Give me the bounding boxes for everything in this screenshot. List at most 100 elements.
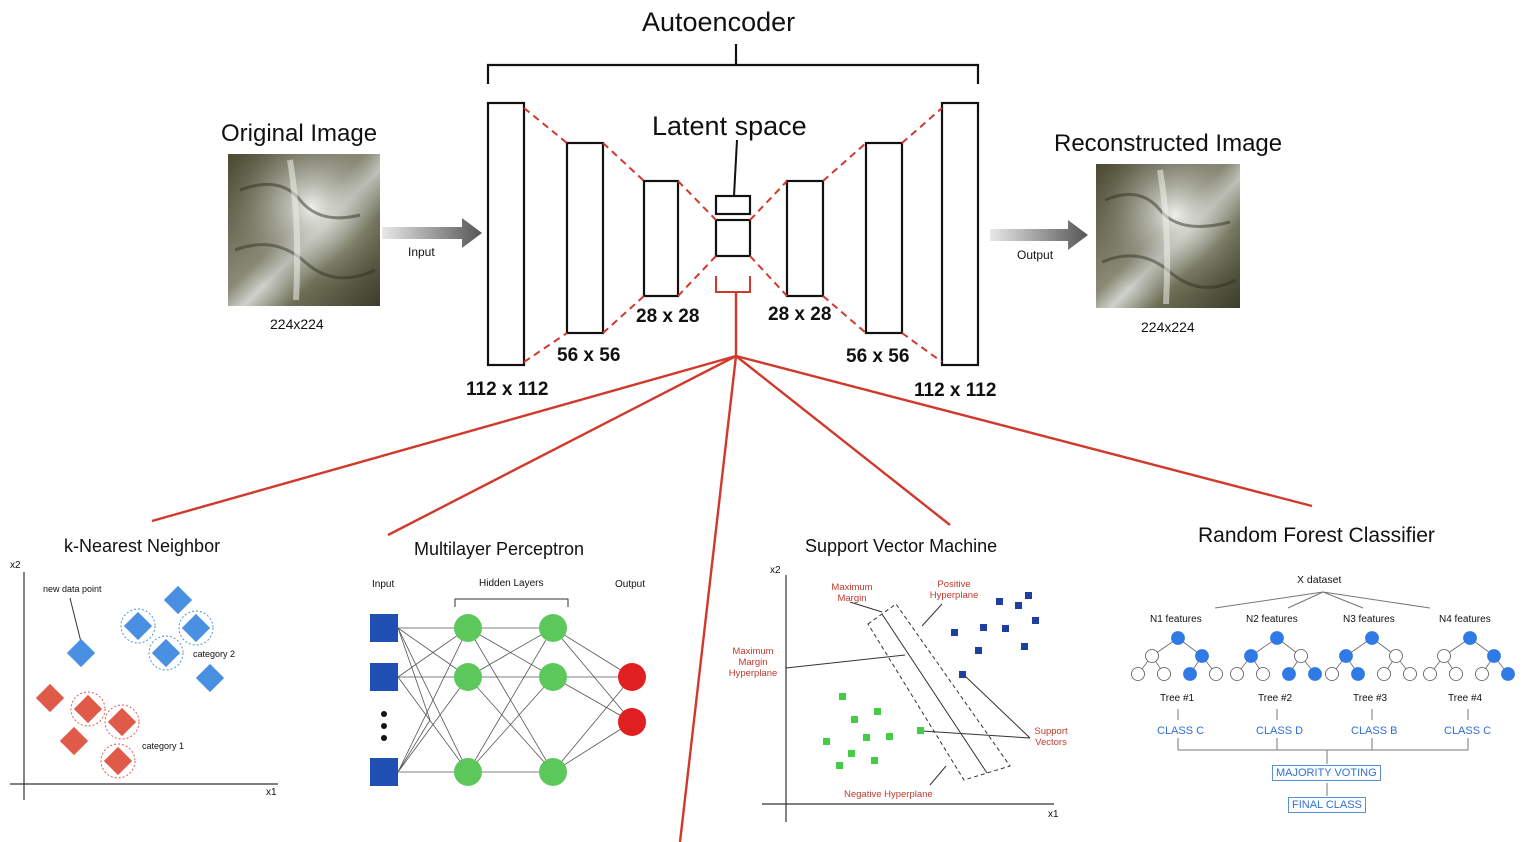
original-image	[228, 154, 380, 306]
rf-tree-node	[1195, 649, 1209, 663]
knn-blue-point	[123, 611, 153, 641]
rf-majority-voting: MAJORITY VOTING	[1272, 765, 1381, 781]
rf-title: Random Forest Classifier	[1198, 524, 1435, 547]
mlp-title: Multilayer Perceptron	[414, 539, 585, 559]
svm-title: Support Vector Machine	[805, 536, 998, 556]
knn-new-point-label: new data point	[43, 584, 102, 594]
rf-tree-node	[1270, 631, 1284, 645]
mlp-output-node	[618, 708, 646, 736]
dim-dec3: 28 x 28	[768, 304, 832, 325]
rf-tree-node	[1423, 667, 1437, 681]
rf-final-class: FINAL CLASS	[1288, 797, 1366, 813]
svm-max-margin-label: Maximum Margin	[831, 582, 873, 604]
dim-enc2: 56 x 56	[557, 345, 621, 366]
latent-pointer	[733, 139, 738, 197]
mlp-hidden-node	[539, 758, 567, 786]
rf-tree-node	[1437, 649, 1451, 663]
mlp-input-label: Input	[372, 579, 395, 590]
mlp-input-node	[370, 663, 398, 691]
rf-dataset-label: X dataset	[1297, 574, 1342, 586]
rf-tree-node	[1294, 649, 1308, 663]
latent-space-label: Latent space	[652, 111, 807, 141]
mlp-input-node	[370, 614, 398, 642]
rf-tree-node	[1131, 667, 1145, 681]
svm-max-margin-hyperplane-label: Maximum Margin Hyperplane	[728, 646, 778, 679]
rf-features-1: N1 features	[1150, 614, 1202, 625]
knn-blue-point	[181, 613, 211, 643]
rf-tree-node	[1389, 649, 1403, 663]
rf-tree-1: Tree #1	[1160, 693, 1195, 704]
dim-dec1: 112 x 112	[914, 380, 997, 401]
rf-tree-3: Tree #3	[1353, 693, 1388, 704]
autoencoder-bracket	[486, 44, 980, 84]
rf-tree-4: Tree #4	[1448, 693, 1483, 704]
input-arrow-label: Input	[408, 245, 435, 259]
reconstructed-image-title: Reconstructed Image	[1054, 130, 1283, 157]
svm-support-vectors-label: Support Vectors	[1034, 726, 1068, 748]
svm-y-label: x2	[770, 565, 781, 576]
svm-x-label: x1	[1048, 809, 1059, 820]
knn-category-2-label: category 2	[193, 649, 236, 659]
autoencoder-title: Autoencoder	[642, 7, 796, 37]
dim-dec2: 56 x 56	[846, 346, 910, 367]
rf-tree-node	[1475, 667, 1489, 681]
mlp-hidden-node	[539, 663, 567, 691]
knn-title: k-Nearest Neighbor	[64, 536, 221, 556]
svm-positive-hyperplane-label: Positive Hyperplane	[929, 579, 979, 601]
rf-tree-node	[1377, 667, 1391, 681]
mlp-hidden-label: Hidden Layers	[479, 578, 544, 589]
mlp-hidden-node	[539, 614, 567, 642]
rf-features-2: N2 features	[1246, 614, 1298, 625]
mlp-network	[370, 598, 646, 786]
rf-tree-node	[1183, 667, 1197, 681]
mlp-input-node	[370, 758, 398, 786]
rf-tree-node	[1230, 667, 1244, 681]
rf-tree-node	[1351, 667, 1365, 681]
dim-enc1: 112 x 112	[466, 379, 549, 400]
input-arrow	[382, 218, 482, 248]
encoder-blocks	[486, 101, 980, 367]
mlp-output-node	[618, 663, 646, 691]
rf-class-1: CLASS C	[1157, 725, 1205, 737]
mlp-hidden-node	[454, 614, 482, 642]
rf-tree-node	[1209, 667, 1223, 681]
knn-blue-point	[163, 585, 193, 615]
knn-y-label: x2	[10, 560, 21, 571]
rf-class-3: CLASS B	[1351, 725, 1398, 737]
rf-tree-node	[1365, 631, 1379, 645]
knn-plot	[10, 572, 278, 800]
output-arrow-label: Output	[1017, 248, 1054, 262]
knn-red-point	[107, 707, 137, 737]
rf-trees	[1214, 591, 1431, 609]
rf-tree-node	[1339, 649, 1353, 663]
rf-features-3: N3 features	[1343, 614, 1395, 625]
rf-tree-group	[1131, 631, 1515, 681]
rf-class-4: CLASS C	[1444, 725, 1492, 737]
rf-connectors	[1177, 709, 1469, 796]
rf-tree-2: Tree #2	[1258, 693, 1293, 704]
rf-tree-node	[1157, 667, 1171, 681]
rf-tree-node	[1308, 667, 1322, 681]
original-image-title: Original Image	[221, 120, 378, 147]
knn-red-point	[59, 726, 89, 756]
knn-new-point	[66, 638, 96, 668]
svm-plot	[762, 575, 1054, 822]
reconstructed-image-size: 224x224	[1141, 319, 1195, 335]
reconstructed-image	[1096, 164, 1240, 308]
output-arrow	[990, 220, 1088, 250]
rf-features-4: N4 features	[1439, 614, 1491, 625]
knn-red-point	[103, 746, 133, 776]
knn-red-point	[73, 694, 103, 724]
knn-x-label: x1	[266, 787, 277, 798]
rf-tree-node	[1244, 649, 1258, 663]
original-image-size: 224x224	[270, 316, 324, 332]
rf-tree-node	[1256, 667, 1270, 681]
mlp-output-label: Output	[615, 579, 646, 590]
rf-tree-node	[1403, 667, 1417, 681]
rf-tree-node	[1282, 667, 1296, 681]
latent-fan-lines	[151, 292, 1313, 842]
rf-tree-node	[1171, 631, 1185, 645]
rf-class-2: CLASS D	[1256, 725, 1304, 737]
knn-blue-point	[195, 663, 225, 693]
